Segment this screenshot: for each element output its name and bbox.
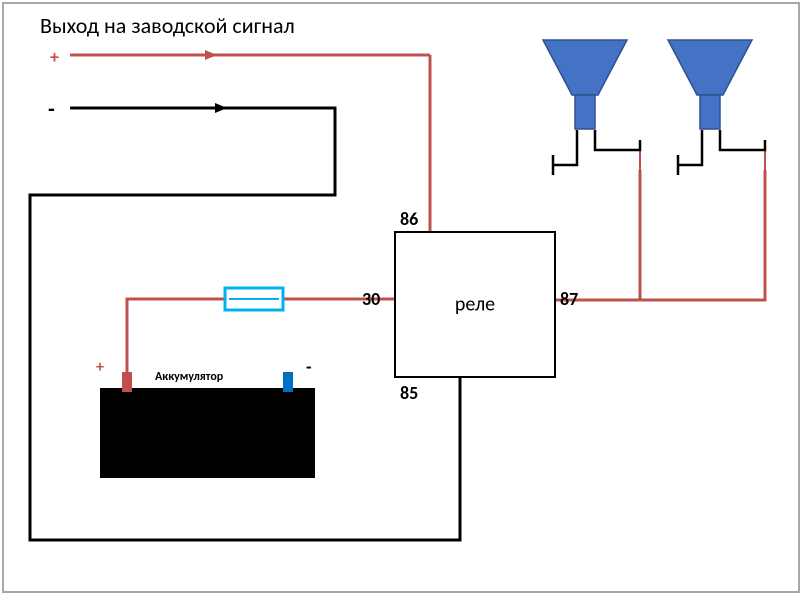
top-minus-label: - [48, 95, 55, 122]
relay-label: реле [455, 293, 495, 317]
battery-body [100, 388, 315, 478]
horn1-stem [575, 95, 595, 129]
horn2-lead-black [678, 130, 702, 165]
pin86-label: 86 [400, 208, 418, 230]
horn2-lead-black2 [720, 130, 765, 150]
title-label: Выход на заводской сигнал [40, 12, 295, 39]
battery-minus-label: - [306, 356, 312, 378]
top-plus-label: + [50, 46, 59, 68]
battery-terminal-pos [122, 372, 132, 392]
horn2-cone [668, 40, 752, 95]
horn1-lead-black2 [595, 130, 640, 150]
horn1-cone [543, 40, 627, 95]
horn1-lead-black [553, 130, 577, 165]
pin87-label: 87 [560, 288, 578, 310]
pin85-label: 85 [400, 382, 418, 404]
pin30-label: 30 [362, 288, 380, 310]
wire-87-main [555, 170, 765, 300]
battery-plus-label: + [96, 358, 104, 377]
wire-batt-to-fuse [127, 299, 225, 372]
battery-label: Аккумулятор [155, 370, 223, 384]
battery-terminal-neg [283, 372, 293, 392]
horn2-stem [700, 95, 720, 129]
